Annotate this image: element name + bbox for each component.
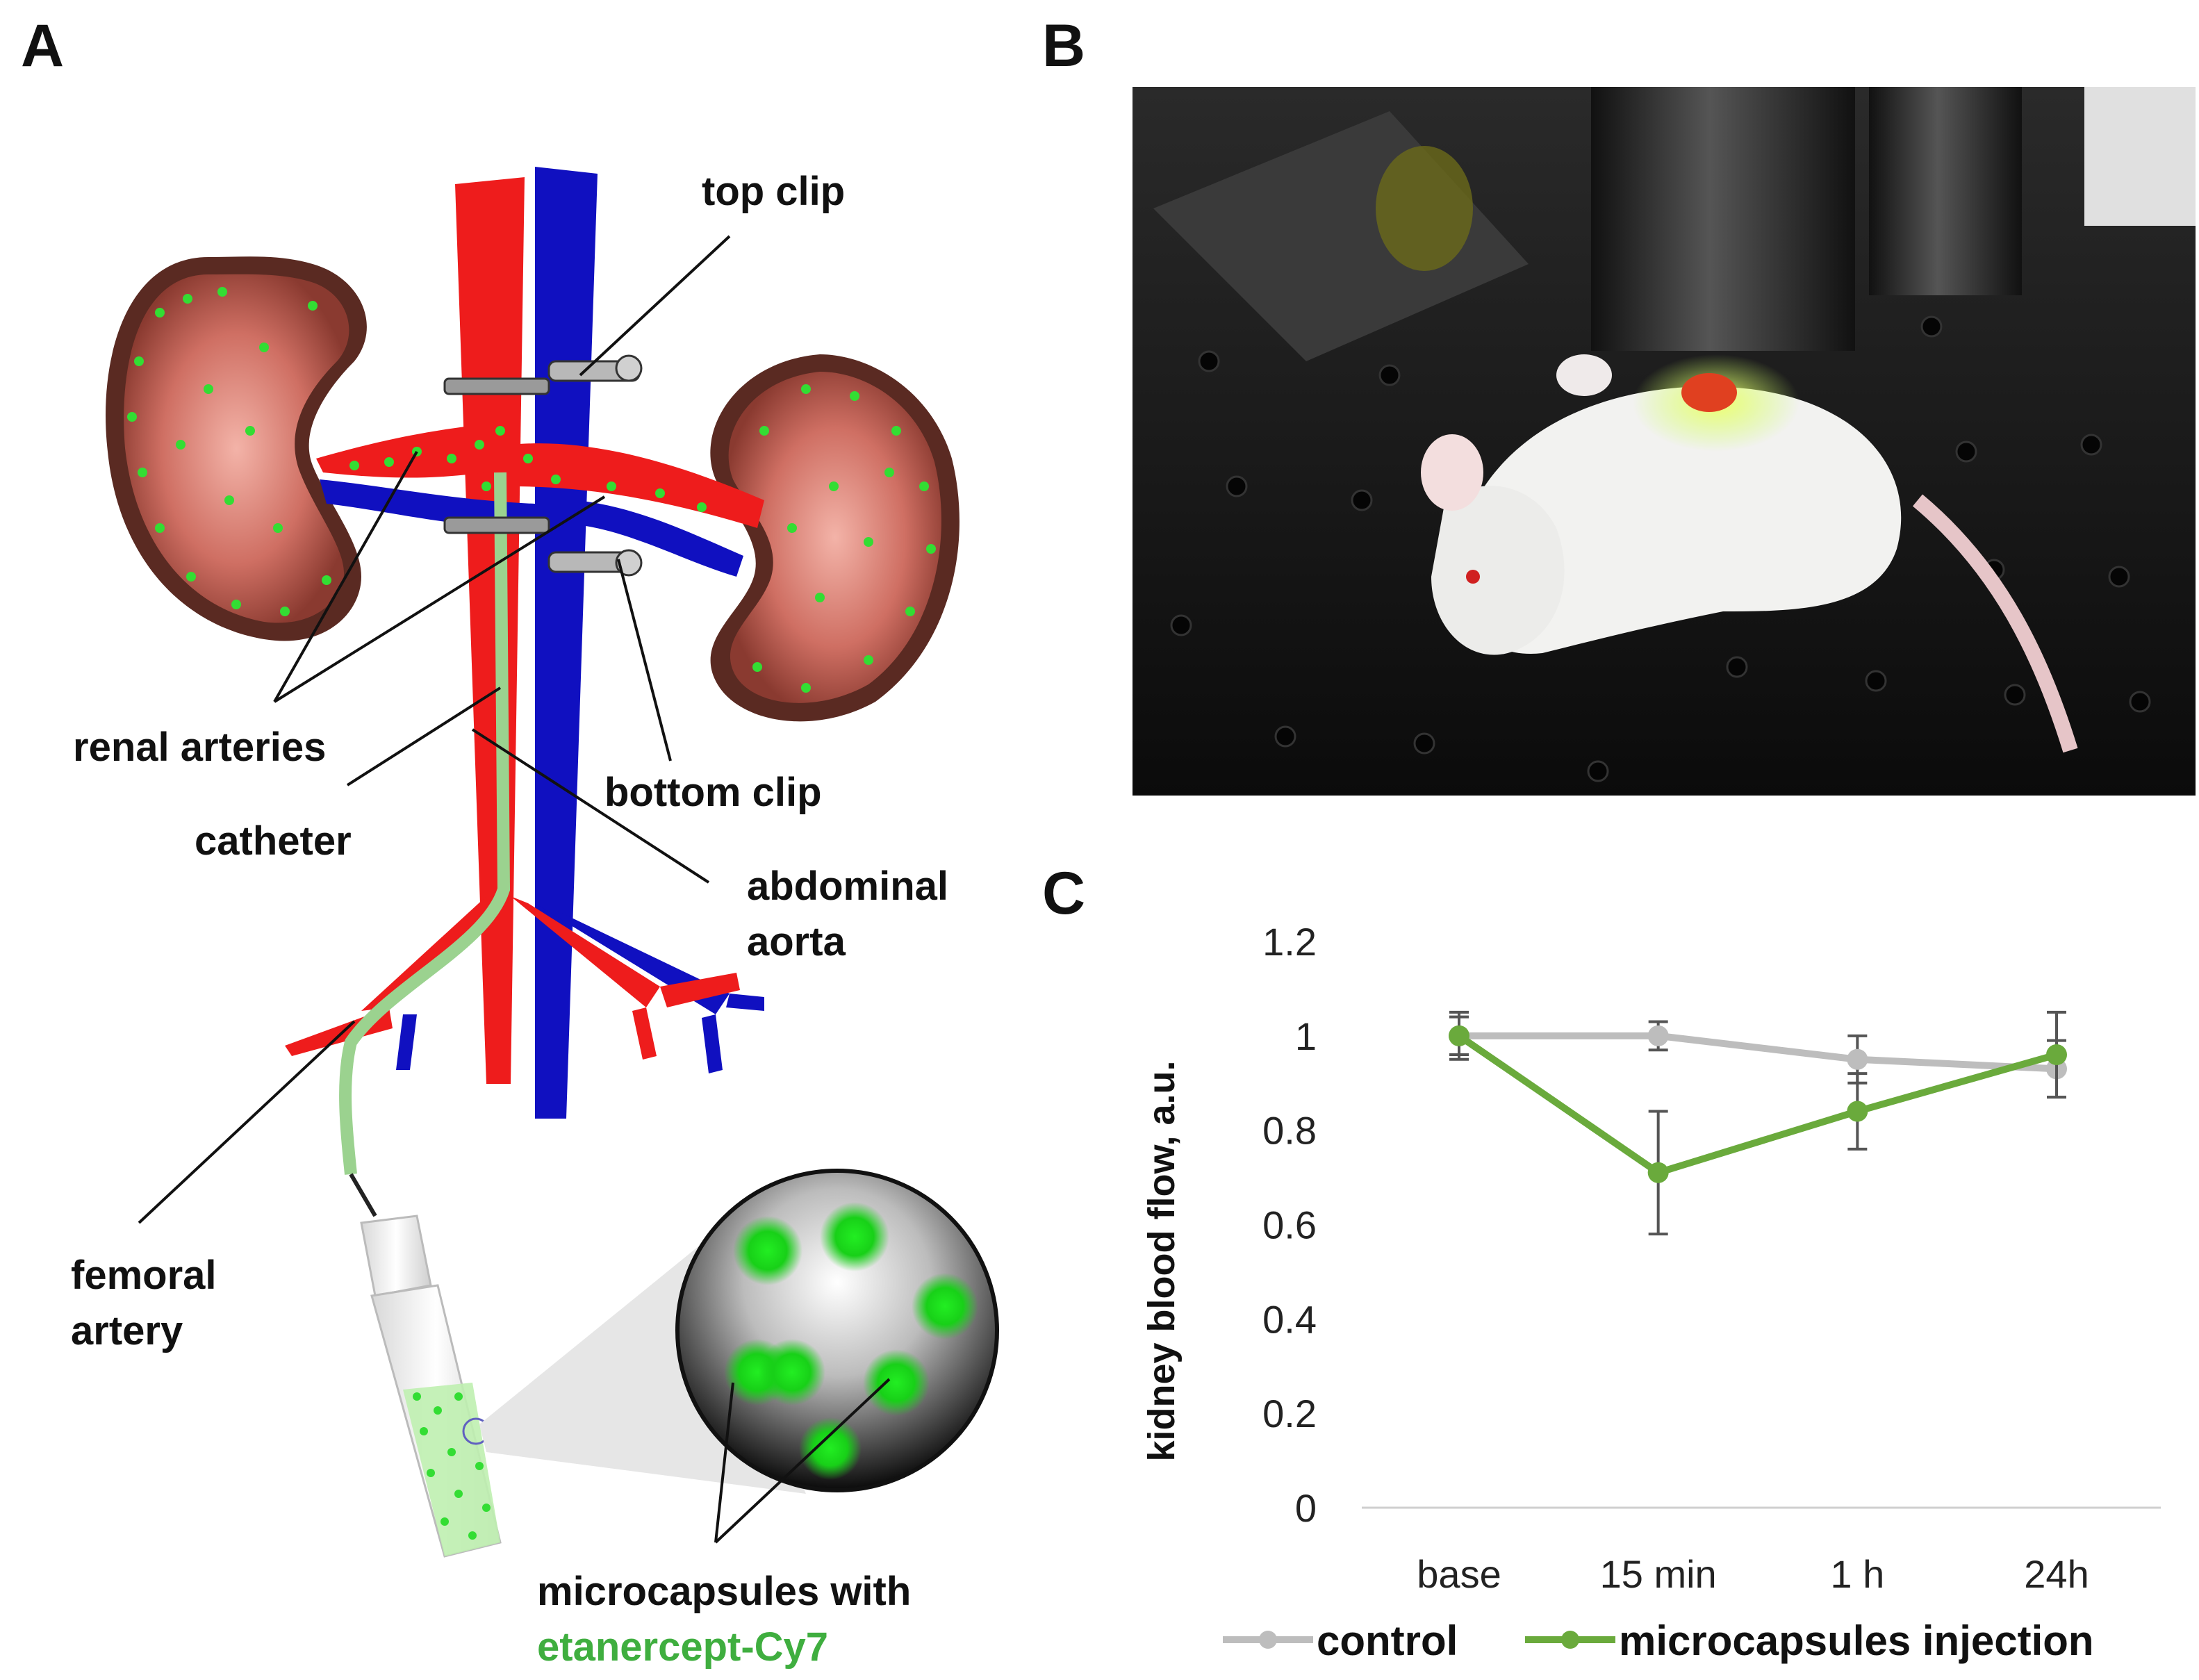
- legend-item-microcapsules: microcapsules injection: [1525, 1617, 2094, 1664]
- bottom-clip-illustration: [443, 516, 643, 577]
- y-tick-label: 0.6: [1262, 1203, 1317, 1247]
- label-femoral: femoral: [71, 1253, 217, 1298]
- x-tick-label: 1 h: [1830, 1552, 1884, 1596]
- data-point: [1647, 1025, 1669, 1046]
- catheter-illustration: [339, 472, 511, 1217]
- panel-a: A: [21, 13, 999, 1670]
- label-aorta: aorta: [747, 919, 846, 964]
- legend-marker-microcapsules: [1561, 1631, 1579, 1649]
- series-control: [1449, 1015, 2067, 1099]
- label-etanercept: etanercept-Cy7: [537, 1624, 828, 1670]
- x-tick-label: 24h: [2024, 1552, 2089, 1596]
- leader-lines: [138, 235, 891, 1544]
- legend-label-microcapsules: microcapsules injection: [1619, 1617, 2094, 1664]
- y-tick-label: 0.8: [1262, 1109, 1317, 1153]
- syringe-capsules: [413, 1392, 494, 1540]
- mouse-photo: [1133, 87, 2196, 796]
- label-abdominal: abdominal: [747, 864, 948, 909]
- label-renal-arteries: renal arteries: [73, 725, 326, 770]
- panel-c: C kidney blood flow, a.u. 0 0.2 0.4 0.6 0.8 1…: [1042, 860, 2161, 1664]
- left-kidney-illustration: [105, 256, 367, 641]
- label-artery: artery: [71, 1308, 183, 1353]
- chart-series: [1449, 1010, 2067, 1236]
- x-tick-label: 15 min: [1600, 1552, 1717, 1596]
- legend-marker-control: [1259, 1631, 1277, 1649]
- zoom-inset: [479, 1169, 999, 1494]
- microcapsule-dots: [127, 287, 936, 693]
- panel-b-letter: B: [1042, 13, 1085, 79]
- data-point: [1847, 1101, 1868, 1122]
- y-tick-label: 0.2: [1262, 1392, 1317, 1435]
- chart-legend: control microcapsules injection: [1223, 1617, 2094, 1664]
- top-clip-illustration: [443, 354, 643, 395]
- y-tick-label: 0.4: [1262, 1297, 1317, 1341]
- panel-c-letter: C: [1042, 860, 1085, 927]
- y-tick-label: 1: [1295, 1014, 1317, 1058]
- syringe-illustration: [360, 1214, 502, 1558]
- data-point: [1647, 1162, 1669, 1183]
- right-kidney-illustration: [710, 354, 960, 722]
- data-point: [1449, 1025, 1469, 1046]
- data-point: [2046, 1044, 2067, 1065]
- panel-b: B: [1042, 13, 2196, 796]
- x-tick-labels: base 15 min 1 h 24h: [1417, 1552, 2089, 1596]
- legend-item-control: control: [1223, 1617, 1458, 1664]
- x-tick-label: base: [1417, 1552, 1501, 1596]
- y-tick-label: 0: [1295, 1486, 1317, 1530]
- y-axis-title: kidney blood flow, a.u.: [1141, 1060, 1183, 1461]
- label-microcapsules-with: microcapsules with: [537, 1569, 911, 1614]
- label-catheter: catheter: [195, 818, 352, 864]
- panel-a-letter: A: [21, 13, 64, 79]
- legend-label-control: control: [1317, 1617, 1458, 1664]
- data-point: [1847, 1048, 1868, 1070]
- y-tick-labels: 0 0.2 0.4 0.6 0.8 1 1.2: [1262, 920, 1317, 1530]
- series-microcapsules: [1449, 1010, 2067, 1236]
- series-line: [1457, 1032, 2058, 1176]
- label-top-clip: top clip: [702, 169, 845, 214]
- label-bottom-clip: bottom clip: [604, 770, 822, 815]
- y-tick-label: 1.2: [1262, 920, 1317, 964]
- series-line: [1459, 1032, 2057, 1073]
